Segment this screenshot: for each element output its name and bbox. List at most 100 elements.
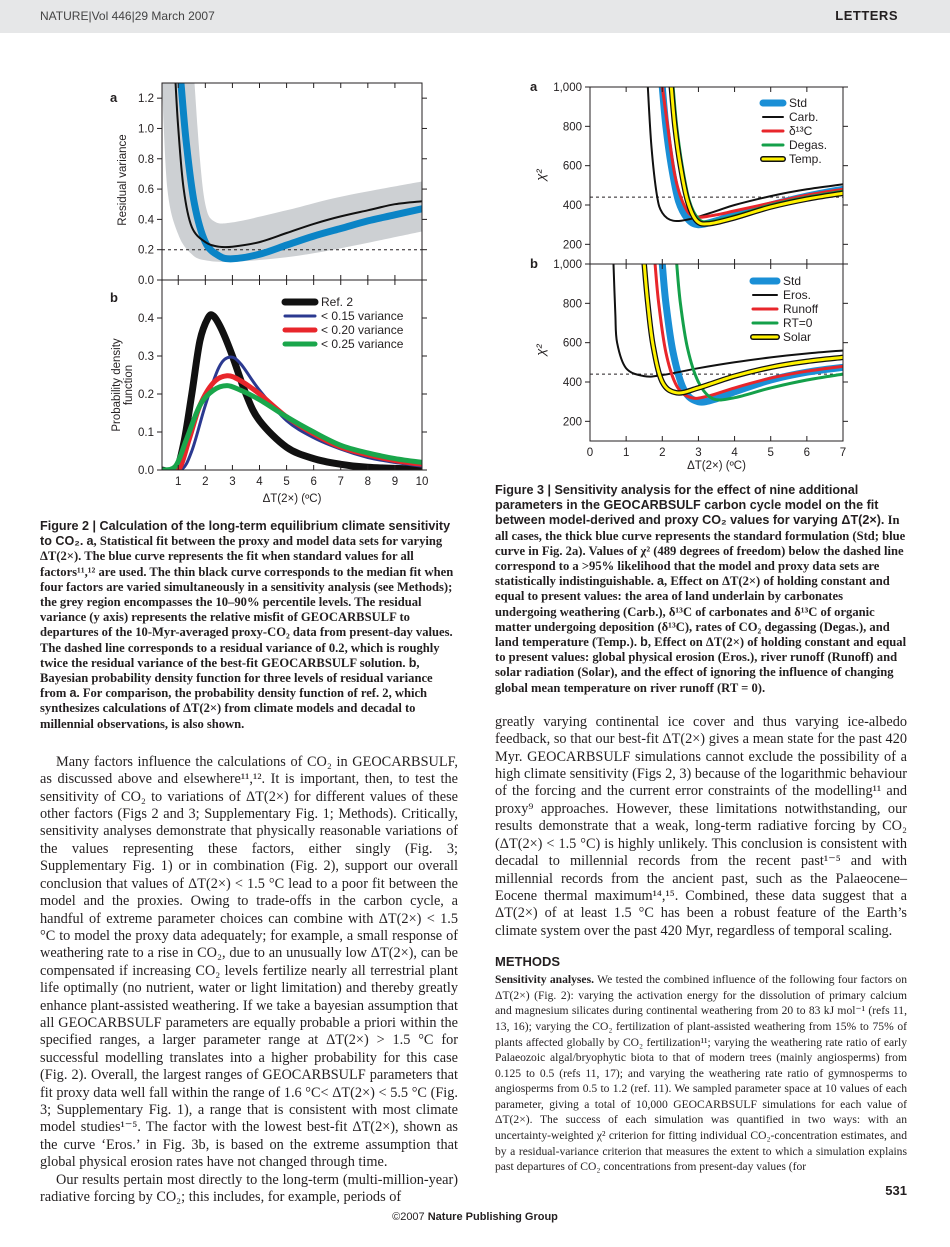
y-tick-label: 200 [563, 416, 582, 428]
legend-item: Std [749, 274, 801, 288]
x-tick-label: 4 [256, 476, 263, 488]
legend-label: Std [789, 96, 807, 110]
chart-fig3b: 0 1 2 3 4 5 6 7 200 400 600 800 1,000 χ² ΔT(2×) (ºC) St… [533, 259, 848, 472]
y-tick-label: 0.1 [138, 427, 154, 439]
series-line-curve-0 [177, 83, 422, 263]
caption-text-a: , Statistical fit between the proxy and … [40, 534, 454, 670]
caption-label-b: b [408, 655, 417, 670]
paragraph: Our results pertain most directly to the… [40, 1171, 458, 1205]
legend-label: < 0.15 variance [321, 309, 404, 323]
legend-item: < 0.20 variance [282, 323, 404, 337]
y-tick-label: 600 [563, 338, 582, 350]
caption-title: Figure 3 | Sensitivity analysis for the … [495, 483, 885, 528]
series-line-temp- [669, 87, 843, 226]
x-axis-label: ΔT(2×) (ºC) [687, 460, 746, 472]
figure-2-caption: Figure 2 | Calculation of the long-term … [40, 519, 458, 732]
y-tick-label: 1,000 [553, 259, 582, 271]
series-line--0-25-variance [162, 383, 422, 470]
caption-label-a: a [86, 534, 94, 549]
y-tick-label: 0.4 [138, 313, 155, 325]
panel-label-b: b [110, 290, 118, 305]
legend-item: Std [759, 96, 807, 110]
legend-label: Temp. [789, 152, 822, 166]
body-text-left: Many factors influence the calculations … [40, 754, 458, 1207]
y-axis-label: χ² [533, 169, 548, 182]
x-tick-label: 10 [416, 476, 429, 488]
y-tick-label: 1.0 [138, 123, 154, 135]
x-tick-label: 2 [202, 476, 208, 488]
y-tick-label: 0.2 [138, 245, 154, 257]
legend-label: Degas. [789, 138, 827, 152]
legend-item: Solar [750, 330, 811, 344]
legend-item: Ref. 2 [281, 295, 353, 309]
y-tick-label: 0.8 [138, 154, 154, 166]
y-tick-label: 800 [563, 298, 582, 310]
caption-text-b: , Bayesian probability density function … [40, 655, 433, 701]
plot-frame [161, 279, 423, 471]
x-tick-label: 5 [283, 476, 289, 488]
figure-2: a b 0.0 0.2 0.4 0.6 0.8 1.0 1.2 Residual varian… [110, 82, 429, 505]
y-tick-label: 400 [563, 377, 582, 389]
percentile-band [162, 83, 422, 262]
methods-subheading: Sensitivity analyses. [495, 973, 594, 987]
x-tick-label: 6 [804, 447, 810, 459]
figure-3-caption: Figure 3 | Sensitivity analysis for the … [495, 483, 907, 696]
text-columns: Figure 2 | Calculation of the long-term … [40, 483, 907, 1207]
x-tick-label: 3 [695, 447, 701, 459]
journal-issue: NATURE|Vol 446|29 March 2007 [40, 9, 215, 23]
publisher: Nature Publishing Group [427, 1211, 558, 1224]
legend-label: Runoff [783, 302, 819, 316]
y-tick-label: 0.2 [138, 389, 154, 401]
series-line-solar [642, 264, 843, 395]
methods-paragraph: We tested the combined influence of the … [495, 973, 908, 1174]
legend-label: RT=0 [783, 316, 813, 330]
y-tick-label: 400 [563, 200, 582, 212]
y-tick-label: 1.2 [138, 93, 154, 105]
legend-item: Runoff [751, 302, 819, 316]
caption-title: Figure 2 | Calculation of the long-term … [40, 519, 451, 549]
legend-label: < 0.20 variance [321, 323, 404, 337]
series-line--c [660, 87, 843, 219]
y-tick-label: 0.0 [138, 275, 154, 287]
x-tick-label: 1 [175, 476, 181, 488]
y-tick-label: 800 [563, 121, 582, 133]
legend-item: Temp. [760, 152, 822, 166]
caption-ref-a: a [69, 686, 77, 701]
caption-text-b: , Effect on ΔT(2×) of holding constant a… [495, 635, 907, 695]
y-tick-label: 0.6 [138, 184, 154, 196]
plot-area [162, 311, 422, 470]
legend-item: Carb. [762, 110, 818, 124]
panel-label-a: a [530, 79, 538, 94]
x-tick-label: 0 [587, 447, 593, 459]
caption-text-b-end: . For comparison, the probability densit… [40, 686, 428, 731]
caption-text-a: , Effect on ΔT(2×) of holding constant a… [495, 574, 890, 650]
panel-label-a: a [110, 90, 118, 105]
legend-label: Std [783, 274, 801, 288]
x-tick-label: 7 [840, 447, 846, 459]
methods-text: Sensitivity analyses. We tested the comb… [495, 972, 907, 1175]
legend-item: < 0.25 variance [282, 337, 404, 351]
figure-3: a b 2004006008001,000χ²StdCarb.δ¹³CDegas… [530, 79, 848, 472]
y-tick-label: 600 [563, 161, 582, 173]
series-line-ref-2 [162, 311, 422, 470]
x-tick-label: 8 [365, 476, 371, 488]
x-tick-label: 1 [623, 447, 629, 459]
x-tick-label: 6 [310, 476, 316, 488]
x-tick-label: 3 [229, 476, 235, 488]
y-axis-label: Probability density [111, 338, 123, 432]
legend-label: Solar [783, 330, 811, 344]
series-line-carb- [646, 87, 843, 223]
y-tick-label: 0.0 [138, 465, 154, 477]
caption-label-a: a [657, 574, 665, 589]
caption-label-b: b [640, 635, 648, 650]
y-tick-label: 200 [563, 239, 582, 251]
x-tick-label: 9 [392, 476, 398, 488]
legend-item: δ¹³C [761, 124, 813, 138]
y-tick-label: 0.3 [138, 351, 154, 363]
y-tick-label: 1,000 [553, 82, 582, 94]
legend-label: Eros. [783, 288, 811, 302]
methods-heading: METHODS [495, 954, 560, 970]
x-tick-label: 5 [768, 447, 774, 459]
section-label: LETTERS [835, 8, 898, 23]
